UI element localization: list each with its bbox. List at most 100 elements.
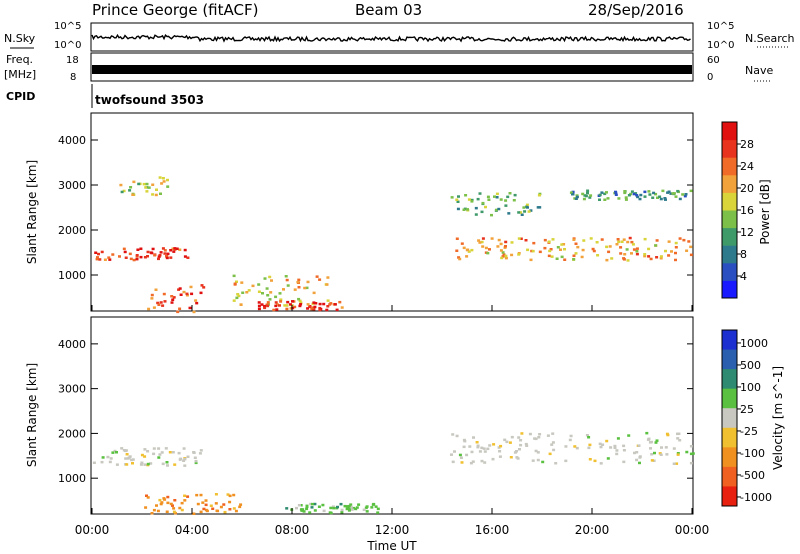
velocity-cell bbox=[508, 441, 512, 444]
power-cell bbox=[506, 195, 510, 199]
power-cell bbox=[631, 243, 635, 246]
nsearch-label: N.Search bbox=[745, 32, 795, 45]
velocity-cell bbox=[475, 441, 479, 444]
velocity-cell bbox=[675, 462, 679, 465]
power-cell bbox=[183, 255, 187, 258]
velocity-cell bbox=[609, 446, 613, 449]
velocity-cell bbox=[204, 499, 208, 502]
velocity-cell bbox=[588, 443, 592, 447]
power-cell bbox=[486, 251, 490, 255]
colorbar-tick-label: 4 bbox=[740, 270, 747, 283]
velocity-cell bbox=[347, 509, 351, 512]
velocity-cell bbox=[126, 457, 130, 460]
power-cell bbox=[651, 196, 655, 199]
power-cell bbox=[149, 251, 153, 254]
power-cell bbox=[154, 288, 158, 291]
power-cell bbox=[624, 196, 628, 199]
power-cell bbox=[163, 252, 167, 255]
power-cell bbox=[257, 301, 261, 304]
power-cell bbox=[189, 285, 193, 289]
velocity-cell bbox=[209, 504, 213, 507]
power-cell bbox=[478, 192, 482, 195]
power-cell bbox=[315, 275, 319, 278]
velocity-cell bbox=[92, 461, 96, 464]
velocity-cell bbox=[349, 505, 353, 509]
velocity-cell bbox=[622, 460, 626, 464]
power-cell bbox=[523, 210, 527, 213]
colorbar-tick-label: 24 bbox=[740, 160, 754, 173]
velocity-cell bbox=[166, 501, 170, 505]
velocity-cell bbox=[509, 456, 513, 459]
power-cell bbox=[151, 183, 155, 186]
velocity-cell bbox=[198, 452, 202, 455]
power-cell bbox=[171, 247, 175, 250]
power-cell bbox=[159, 192, 162, 195]
power-cell bbox=[654, 192, 658, 196]
power-cell bbox=[318, 308, 322, 312]
power-cell bbox=[623, 253, 627, 256]
power-cell bbox=[285, 307, 289, 311]
power-cell bbox=[325, 308, 329, 312]
power-cell bbox=[574, 242, 578, 245]
velocity-cell bbox=[534, 449, 538, 453]
power-cell bbox=[504, 254, 508, 258]
velocity-cell bbox=[548, 452, 552, 456]
power-cell bbox=[293, 288, 297, 291]
colorbar-swatch bbox=[722, 388, 737, 409]
velocity-cell bbox=[160, 501, 164, 504]
power-cell bbox=[233, 283, 237, 286]
power-cell bbox=[470, 248, 474, 252]
velocity-cell bbox=[131, 458, 135, 461]
power-cell bbox=[499, 198, 503, 201]
velocity-cell bbox=[691, 452, 695, 455]
power-cell bbox=[136, 248, 140, 251]
velocity-cell bbox=[299, 504, 303, 507]
power-cell bbox=[120, 190, 124, 194]
power-cell bbox=[247, 289, 251, 292]
nave-label: Nave bbox=[745, 64, 773, 77]
power-cell bbox=[261, 292, 264, 295]
velocity-cell bbox=[498, 450, 502, 453]
power-cell bbox=[456, 200, 460, 203]
power-cell bbox=[177, 288, 181, 291]
velocity-cell bbox=[171, 504, 174, 507]
velocity-cell bbox=[171, 451, 175, 454]
freq-tick-bottom: 8 bbox=[70, 72, 76, 83]
power-cell bbox=[166, 185, 170, 188]
power-cell bbox=[159, 251, 163, 254]
power-cell bbox=[495, 196, 499, 199]
power-cell bbox=[623, 190, 627, 193]
power-cell bbox=[240, 281, 244, 284]
freq-panel: Freq. [MHz] 18 8 60 0 Nave bbox=[4, 52, 773, 83]
velocity-cell bbox=[515, 450, 518, 453]
power-cell bbox=[458, 257, 462, 261]
power-cell bbox=[263, 277, 267, 280]
velocity-cell bbox=[204, 503, 208, 507]
power-cell bbox=[119, 183, 123, 187]
velocity-cell bbox=[450, 453, 453, 456]
velocity-cell bbox=[186, 495, 190, 498]
velocity-cell bbox=[519, 443, 523, 447]
power-cell bbox=[265, 287, 269, 290]
power-cell bbox=[571, 190, 575, 194]
power-cell bbox=[470, 198, 474, 202]
freq-tick-top: 18 bbox=[66, 55, 79, 66]
colorbar-swatch bbox=[722, 427, 737, 448]
power-cell bbox=[501, 251, 505, 254]
velocity-panel: 1000 2000 3000 4000 Slant Range [km] 1000 50… bbox=[25, 316, 785, 515]
velocity-cell bbox=[160, 451, 164, 454]
power-cell bbox=[480, 240, 484, 244]
power-frame bbox=[90, 112, 694, 312]
velocity-cell bbox=[124, 457, 128, 460]
velocity-cell bbox=[355, 506, 359, 509]
velocity-cell bbox=[480, 446, 484, 450]
power-cell bbox=[298, 304, 302, 308]
power-cell bbox=[172, 296, 176, 299]
power-cell bbox=[620, 240, 624, 243]
velocity-cell bbox=[308, 511, 312, 514]
velocity-cell bbox=[541, 460, 545, 464]
velocity-cell bbox=[302, 510, 306, 513]
power-cell bbox=[504, 204, 508, 207]
power-cell bbox=[667, 240, 671, 243]
power-cell bbox=[185, 294, 189, 297]
